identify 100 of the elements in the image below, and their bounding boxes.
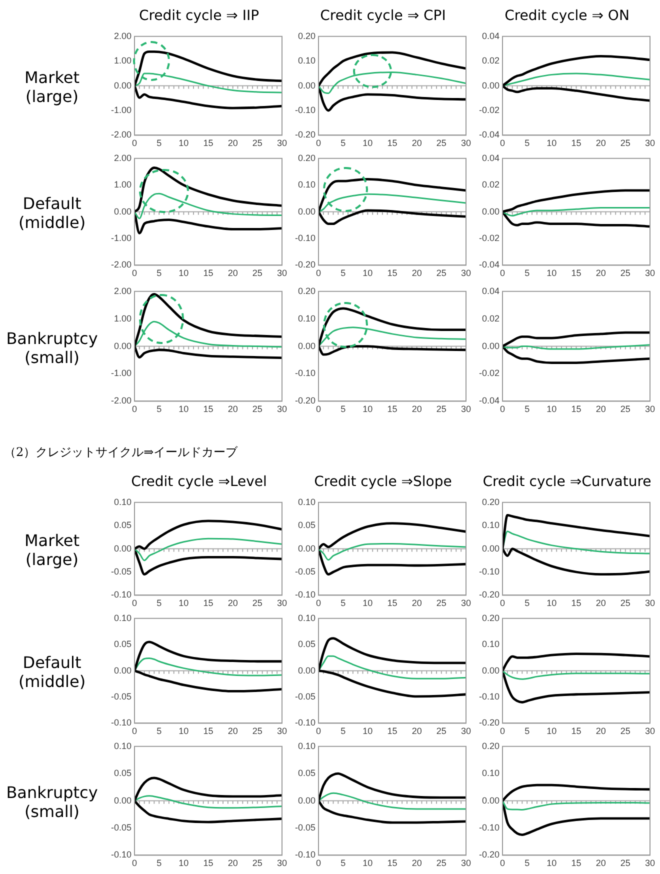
y-tick-label: 0.00 <box>298 665 316 676</box>
x-tick-label: 10 <box>178 138 189 148</box>
x-tick-label: 5 <box>524 138 530 148</box>
x-tick-label: 15 <box>203 726 214 736</box>
y-tick-label: -0.05 <box>111 691 132 702</box>
y-tick-label: 0.00 <box>114 543 132 554</box>
x-tick-label: 0 <box>316 268 322 278</box>
y-tick-label: 1.00 <box>114 180 132 190</box>
x-tick-label: 5 <box>340 404 346 414</box>
x-tick-label: 20 <box>412 858 422 868</box>
y-tick-label: 0.00 <box>298 206 316 216</box>
y-tick-label: 0.10 <box>114 740 132 751</box>
x-tick-label: 0 <box>500 268 506 278</box>
y-tick-label: 0.10 <box>298 56 316 66</box>
x-tick-label: 5 <box>524 726 530 736</box>
chart-title: Credit cycle ⇒ ON <box>504 7 630 26</box>
x-tick-label: 0 <box>132 726 138 736</box>
y-tick-label: 0.04 <box>482 286 500 296</box>
x-tick-label: 10 <box>362 138 373 148</box>
x-tick-label: 30 <box>644 858 655 868</box>
y-tick-label: -0.10 <box>295 104 316 115</box>
y-tick-label: 0.00 <box>114 80 132 90</box>
y-tick-label: 1.00 <box>114 56 132 66</box>
x-tick-label: 0 <box>132 598 138 608</box>
x-tick-label: 5 <box>340 598 346 608</box>
y-tick-label: 0.00 <box>114 665 132 676</box>
x-tick-label: 5 <box>524 598 530 608</box>
x-tick-label: 25 <box>620 858 630 868</box>
y-axis-title: Default (middle) <box>17 194 87 232</box>
y-tick-label: 0.00 <box>482 80 500 90</box>
x-tick-label: 15 <box>203 268 214 278</box>
y-tick-label: -1.00 <box>111 368 132 378</box>
y-tick-label: 0.00 <box>482 206 500 216</box>
y-tick-label: 0.02 <box>482 56 500 66</box>
y-tick-label: -0.10 <box>295 718 316 728</box>
x-tick-label: 5 <box>156 138 162 148</box>
x-tick-label: 20 <box>228 268 238 278</box>
y-tick-label: 0.10 <box>298 496 316 507</box>
y-tick-label: -0.20 <box>295 396 316 406</box>
x-tick-label: 10 <box>362 268 373 278</box>
x-tick-label: 10 <box>362 858 373 868</box>
y-tick-label: -0.10 <box>479 822 500 832</box>
x-tick-label: 10 <box>178 268 189 278</box>
y-tick-label: -0.05 <box>111 822 132 832</box>
x-tick-label: 30 <box>276 726 287 736</box>
x-tick-label: 10 <box>546 268 557 278</box>
x-tick-label: 30 <box>644 598 655 608</box>
y-tick-label: -0.04 <box>479 260 500 270</box>
x-tick-label: 10 <box>546 598 557 608</box>
y-tick-label: -0.10 <box>295 590 316 600</box>
chart-title: Credit cycle ⇒ CPI <box>319 7 447 26</box>
x-tick-label: 5 <box>524 858 530 868</box>
y-tick-label: -0.10 <box>295 850 316 860</box>
x-tick-label: 25 <box>252 268 262 278</box>
x-tick-label: 30 <box>276 598 287 608</box>
x-tick-label: 15 <box>203 138 214 148</box>
y-tick-label: 0.10 <box>298 313 316 324</box>
y-tick-label: -0.10 <box>295 368 316 378</box>
y-tick-label: 0.02 <box>482 313 500 324</box>
x-tick-label: 25 <box>620 138 630 148</box>
y-tick-label: 0.10 <box>482 768 500 778</box>
x-tick-label: 25 <box>436 404 446 414</box>
y-tick-label: 0.00 <box>482 340 500 351</box>
x-tick-label: 20 <box>228 138 238 148</box>
chart-title: Credit cycle ⇒ IIP <box>138 7 260 26</box>
x-tick-label: 15 <box>571 404 582 414</box>
y-tick-label: 0.10 <box>482 520 500 530</box>
x-tick-label: 5 <box>524 268 530 278</box>
y-tick-label: 0.05 <box>114 520 132 530</box>
x-tick-label: 20 <box>596 138 606 148</box>
x-tick-label: 20 <box>412 726 422 736</box>
y-tick-label: -0.10 <box>295 232 316 243</box>
y-axis-title: Default (middle) <box>17 653 87 691</box>
x-tick-label: 30 <box>460 404 471 414</box>
x-tick-label: 25 <box>252 138 262 148</box>
x-tick-label: 30 <box>460 858 471 868</box>
x-tick-label: 15 <box>571 858 582 868</box>
x-tick-label: 0 <box>132 404 138 414</box>
x-tick-label: 5 <box>340 138 346 148</box>
x-tick-label: 20 <box>228 858 238 868</box>
y-tick-label: -0.20 <box>295 130 316 140</box>
x-tick-label: 25 <box>252 404 262 414</box>
x-tick-label: 5 <box>156 726 162 736</box>
y-tick-label: 0.00 <box>482 795 500 806</box>
y-axis-title: Bankruptcy (small) <box>5 328 99 366</box>
y-tick-label: 0.00 <box>114 206 132 216</box>
y-tick-label: -0.10 <box>111 850 132 860</box>
x-tick-label: 15 <box>571 268 582 278</box>
y-tick-label: 0.10 <box>298 740 316 751</box>
x-tick-label: 0 <box>132 138 138 148</box>
y-tick-label: -0.04 <box>479 130 500 140</box>
x-tick-label: 10 <box>362 404 373 414</box>
y-tick-label: 0.00 <box>114 795 132 806</box>
x-tick-label: 30 <box>460 138 471 148</box>
y-tick-label: 0.05 <box>114 639 132 650</box>
x-tick-label: 5 <box>340 726 346 736</box>
y-tick-label: 2.00 <box>114 30 132 41</box>
y-tick-label: -0.20 <box>295 260 316 270</box>
y-tick-label: 0.00 <box>482 543 500 554</box>
x-tick-label: 10 <box>178 858 189 868</box>
